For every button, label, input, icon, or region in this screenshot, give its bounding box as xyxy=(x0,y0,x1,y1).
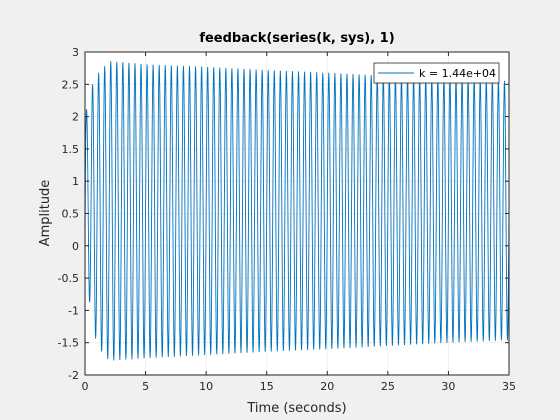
y-tick-label: 1 xyxy=(72,175,79,188)
y-tick-label: -1.5 xyxy=(58,337,79,350)
y-tick-label: 2.5 xyxy=(62,78,80,91)
y-ticks: -2 -1.5 -1 -0.5 0 0.5 1 1.5 2 2.5 3 xyxy=(58,46,509,382)
x-tick-label: 25 xyxy=(381,380,395,393)
y-tick-label: 1.5 xyxy=(62,143,80,156)
x-tick-label: 0 xyxy=(82,380,89,393)
y-tick-label: -2 xyxy=(68,369,79,382)
chart-title: feedback(series(k, sys), 1) xyxy=(199,31,394,46)
legend[interactable]: k = 1.44e+04 xyxy=(373,62,500,84)
x-tick-label: 5 xyxy=(142,380,149,393)
y-tick-label: -1 xyxy=(68,304,79,317)
x-tick-label: 35 xyxy=(502,380,516,393)
y-axis-label: Amplitude xyxy=(38,180,53,247)
x-tick-label: 10 xyxy=(199,380,213,393)
series-line xyxy=(84,61,510,361)
x-ticks: 0 5 10 15 20 25 30 35 xyxy=(82,52,516,393)
y-tick-label: 3 xyxy=(72,46,79,59)
y-tick-label: 2 xyxy=(72,111,79,124)
x-tick-label: 20 xyxy=(320,380,334,393)
y-tick-label: -0.5 xyxy=(58,272,79,285)
x-tick-label: 15 xyxy=(260,380,274,393)
series-line-group xyxy=(84,61,510,361)
legend-box xyxy=(373,62,500,84)
y-tick-label: 0.5 xyxy=(62,208,80,221)
x-axis-label: Time (seconds) xyxy=(246,401,346,416)
x-tick-label: 30 xyxy=(441,380,455,393)
legend-entry-label: k = 1.44e+04 xyxy=(419,67,496,80)
y-tick-label: 0 xyxy=(72,240,79,253)
